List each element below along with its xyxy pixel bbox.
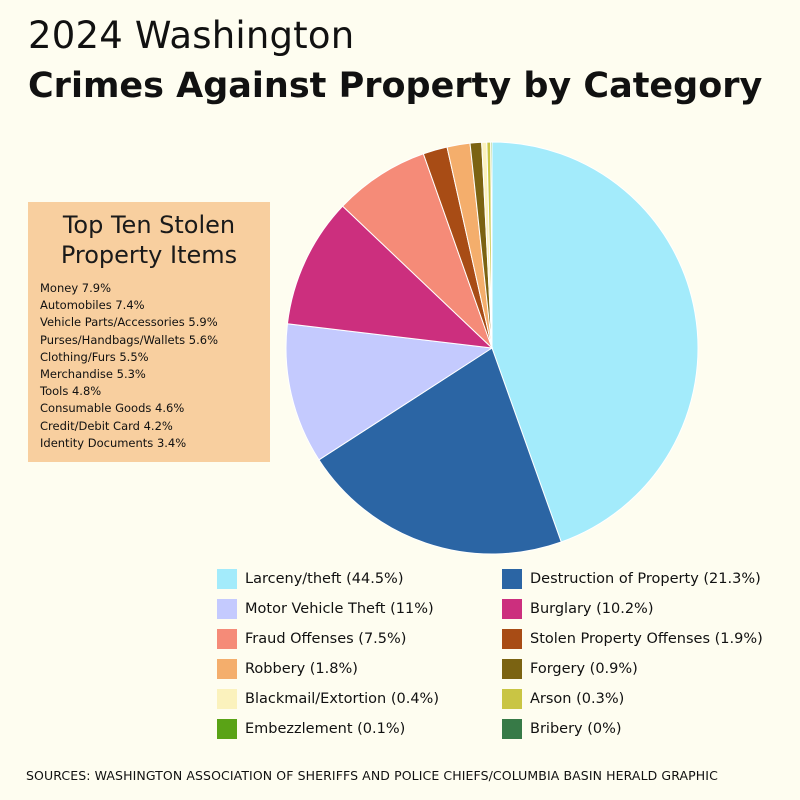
pie-slice — [491, 141, 699, 543]
legend-item: Motor Vehicle Theft (11%) — [217, 598, 434, 620]
top-ten-box: Top Ten Stolen Property Items Money 7.9%… — [28, 202, 270, 462]
pie-slice — [490, 141, 493, 349]
pie-slice — [318, 347, 562, 555]
legend-label: Embezzlement (0.1%) — [245, 721, 406, 737]
legend-item: Forgery (0.9%) — [502, 658, 638, 680]
legend-item: Embezzlement (0.1%) — [217, 718, 405, 740]
top-ten-item: Tools 4.8% — [40, 384, 102, 399]
legend-label: Larceny/theft (44.5%) — [245, 571, 404, 587]
legend-swatch — [502, 629, 522, 649]
legend-swatch — [217, 659, 237, 679]
legend-item: Arson (0.3%) — [502, 688, 624, 710]
legend-label: Destruction of Property (21.3%) — [530, 571, 761, 587]
legend-item: Blackmail/Extortion (0.4%) — [217, 688, 439, 710]
legend-item: Fraud Offenses (7.5%) — [217, 628, 406, 650]
title-line-1: 2024 Washington — [28, 14, 355, 57]
top-ten-item: Automobiles 7.4% — [40, 298, 145, 313]
top-ten-item: Clothing/Furs 5.5% — [40, 349, 149, 364]
top-ten-item: Credit/Debit Card 4.2% — [40, 418, 173, 433]
legend-item: Burglary (10.2%) — [502, 598, 654, 620]
pie-slice — [341, 153, 493, 349]
top-ten-item: Purses/Handbags/Wallets 5.6% — [40, 332, 218, 347]
legend-label: Forgery (0.9%) — [530, 661, 638, 677]
legend-swatch — [217, 599, 237, 619]
top-ten-item: Consumable Goods 4.6% — [40, 401, 185, 416]
top-ten-list: Money 7.9% Automobiles 7.4% Vehicle Parts/… — [40, 280, 258, 452]
legend-label: Fraud Offenses (7.5%) — [245, 631, 407, 647]
top-ten-item: Merchandise 5.3% — [40, 367, 146, 382]
legend-swatch — [502, 569, 522, 589]
source-note: SOURCES: WASHINGTON ASSOCIATION OF SHERI… — [26, 768, 718, 783]
pie-slice — [286, 205, 494, 349]
legend-swatch — [502, 599, 522, 619]
pie-slice — [285, 323, 494, 461]
legend-label: Burglary (10.2%) — [530, 601, 654, 617]
legend-swatch — [217, 719, 237, 739]
top-ten-title: Top Ten Stolen Property Items — [60, 211, 238, 269]
legend-label: Robbery (1.8%) — [245, 661, 358, 677]
legend-swatch — [502, 689, 522, 709]
legend-item: Destruction of Property (21.3%) — [502, 568, 761, 590]
legend-item: Robbery (1.8%) — [217, 658, 358, 680]
top-ten-item: Vehicle Parts/Accessories 5.9% — [40, 315, 218, 330]
legend-swatch — [502, 719, 522, 739]
legend-swatch — [502, 659, 522, 679]
legend-item: Bribery (0%) — [502, 718, 622, 740]
legend-label: Bribery (0%) — [530, 721, 622, 737]
legend-label: Arson (0.3%) — [530, 691, 625, 707]
top-ten-item: Money 7.9% — [40, 281, 111, 295]
legend-label: Stolen Property Offenses (1.9%) — [530, 631, 763, 647]
legend-item: Larceny/theft (44.5%) — [217, 568, 403, 590]
top-ten-item: Identity Documents 3.4% — [40, 435, 187, 450]
title-line-2: Crimes Against Property by Category — [28, 66, 763, 106]
legend-label: Blackmail/Extortion (0.4%) — [245, 691, 439, 707]
legend-item: Stolen Property Offenses (1.9%) — [502, 628, 763, 650]
legend-swatch — [217, 689, 237, 709]
legend-label: Motor Vehicle Theft (11%) — [245, 601, 434, 617]
legend-swatch — [217, 629, 237, 649]
legend-swatch — [217, 569, 237, 589]
